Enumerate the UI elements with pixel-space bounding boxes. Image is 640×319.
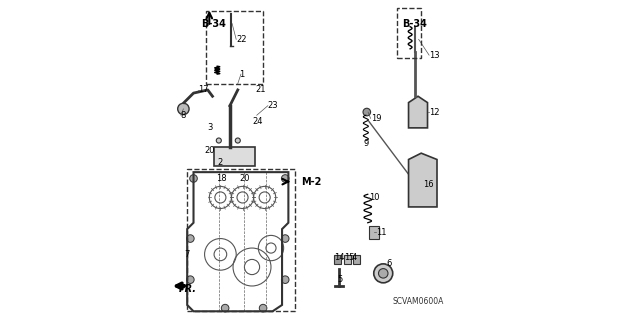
Text: B-34: B-34 xyxy=(202,19,227,28)
Bar xyxy=(344,255,351,264)
Circle shape xyxy=(374,264,393,283)
Circle shape xyxy=(216,138,221,143)
Circle shape xyxy=(236,138,240,143)
Text: 7: 7 xyxy=(185,250,190,259)
Text: 23: 23 xyxy=(268,101,278,110)
Text: 13: 13 xyxy=(429,51,440,60)
Circle shape xyxy=(282,276,289,284)
Bar xyxy=(397,8,421,58)
Bar xyxy=(187,169,294,311)
Text: 24: 24 xyxy=(252,117,262,126)
Circle shape xyxy=(282,175,289,182)
Circle shape xyxy=(282,235,289,242)
Bar xyxy=(214,147,255,166)
Text: SCVAM0600A: SCVAM0600A xyxy=(393,297,444,306)
Text: 16: 16 xyxy=(423,180,433,189)
Text: 21: 21 xyxy=(255,85,266,94)
Text: 14: 14 xyxy=(334,253,345,262)
Text: 1: 1 xyxy=(239,70,244,78)
Text: 3: 3 xyxy=(208,123,213,132)
Polygon shape xyxy=(408,153,437,207)
Text: 2: 2 xyxy=(217,158,223,167)
Text: 17: 17 xyxy=(198,85,209,94)
Text: 6: 6 xyxy=(387,259,392,268)
Polygon shape xyxy=(408,96,428,128)
Text: 9: 9 xyxy=(364,139,369,148)
Text: B-34: B-34 xyxy=(402,19,427,28)
Text: 10: 10 xyxy=(369,193,380,202)
Text: 20: 20 xyxy=(205,145,215,154)
Circle shape xyxy=(189,175,197,182)
Text: 5: 5 xyxy=(337,275,342,284)
Text: 11: 11 xyxy=(376,228,387,237)
Circle shape xyxy=(186,276,194,284)
Text: 18: 18 xyxy=(216,174,227,183)
Text: 15: 15 xyxy=(344,253,354,262)
Bar xyxy=(206,11,263,84)
Text: 19: 19 xyxy=(371,114,381,123)
Text: 22: 22 xyxy=(236,35,246,44)
Text: 4: 4 xyxy=(351,253,357,262)
Text: 8: 8 xyxy=(181,111,186,120)
Text: 12: 12 xyxy=(429,108,440,116)
Circle shape xyxy=(259,304,267,312)
Circle shape xyxy=(221,304,229,312)
Text: 20: 20 xyxy=(239,174,250,183)
Bar xyxy=(353,255,360,264)
Text: M-2: M-2 xyxy=(301,177,321,187)
Circle shape xyxy=(178,103,189,115)
Text: FR.: FR. xyxy=(179,284,197,294)
Circle shape xyxy=(363,108,371,116)
Circle shape xyxy=(186,235,194,242)
Circle shape xyxy=(378,269,388,278)
Bar xyxy=(369,226,378,239)
Bar xyxy=(334,255,341,264)
Circle shape xyxy=(417,180,426,189)
